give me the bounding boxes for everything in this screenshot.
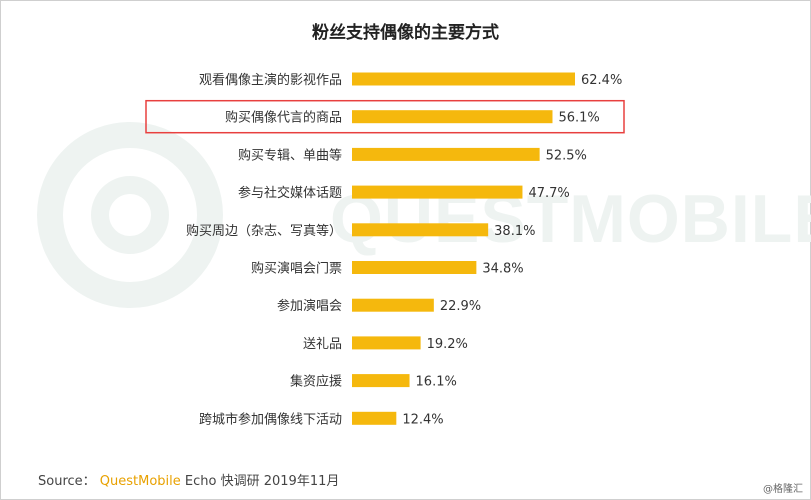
value-label: 34.8% bbox=[482, 262, 523, 277]
bar bbox=[352, 223, 489, 237]
category-label: 购买专辑、单曲等 bbox=[238, 147, 342, 163]
bar bbox=[352, 110, 553, 124]
bar bbox=[352, 185, 523, 199]
category-label: 购买演唱会门票 bbox=[251, 261, 342, 277]
category-label: 购买周边（杂志、写真等） bbox=[186, 223, 342, 239]
value-label: 56.1% bbox=[558, 111, 599, 126]
bar bbox=[352, 72, 575, 86]
bar bbox=[352, 298, 434, 312]
value-label: 38.1% bbox=[494, 224, 535, 239]
source-note: Source： QuestMobile Echo 快调研 2019年11月 bbox=[38, 470, 339, 489]
category-label: 跨城市参加偶像线下活动 bbox=[199, 411, 342, 427]
value-label: 22.9% bbox=[440, 299, 481, 314]
value-label: 52.5% bbox=[546, 148, 587, 163]
category-label: 购买偶像代言的商品 bbox=[225, 110, 342, 126]
value-label: 47.7% bbox=[528, 186, 569, 201]
category-label: 参与社交媒体话题 bbox=[238, 185, 342, 201]
source-label: Source： bbox=[38, 474, 96, 489]
category-label: 观看偶像主演的影视作品 bbox=[199, 72, 342, 88]
bar bbox=[352, 411, 397, 425]
value-label: 62.4% bbox=[581, 73, 622, 88]
bar bbox=[352, 336, 421, 350]
value-label: 19.2% bbox=[427, 337, 468, 352]
bar bbox=[352, 374, 410, 388]
category-label: 送礼品 bbox=[303, 336, 342, 352]
bar bbox=[352, 147, 540, 161]
corner-watermark: @格隆汇 bbox=[763, 484, 803, 495]
value-label: 12.4% bbox=[402, 412, 443, 427]
value-label: 16.1% bbox=[416, 375, 457, 390]
chart-title: 粉丝支持偶像的主要方式 bbox=[312, 23, 499, 43]
source-brand: QuestMobile bbox=[99, 474, 181, 489]
category-label: 集资应援 bbox=[290, 374, 342, 390]
highlight-box bbox=[145, 99, 625, 134]
bar bbox=[352, 261, 477, 274]
source-detail: Echo 快调研 2019年11月 bbox=[184, 474, 340, 489]
watermark-logo-icon bbox=[37, 122, 223, 308]
category-label: 参加演唱会 bbox=[277, 298, 342, 314]
